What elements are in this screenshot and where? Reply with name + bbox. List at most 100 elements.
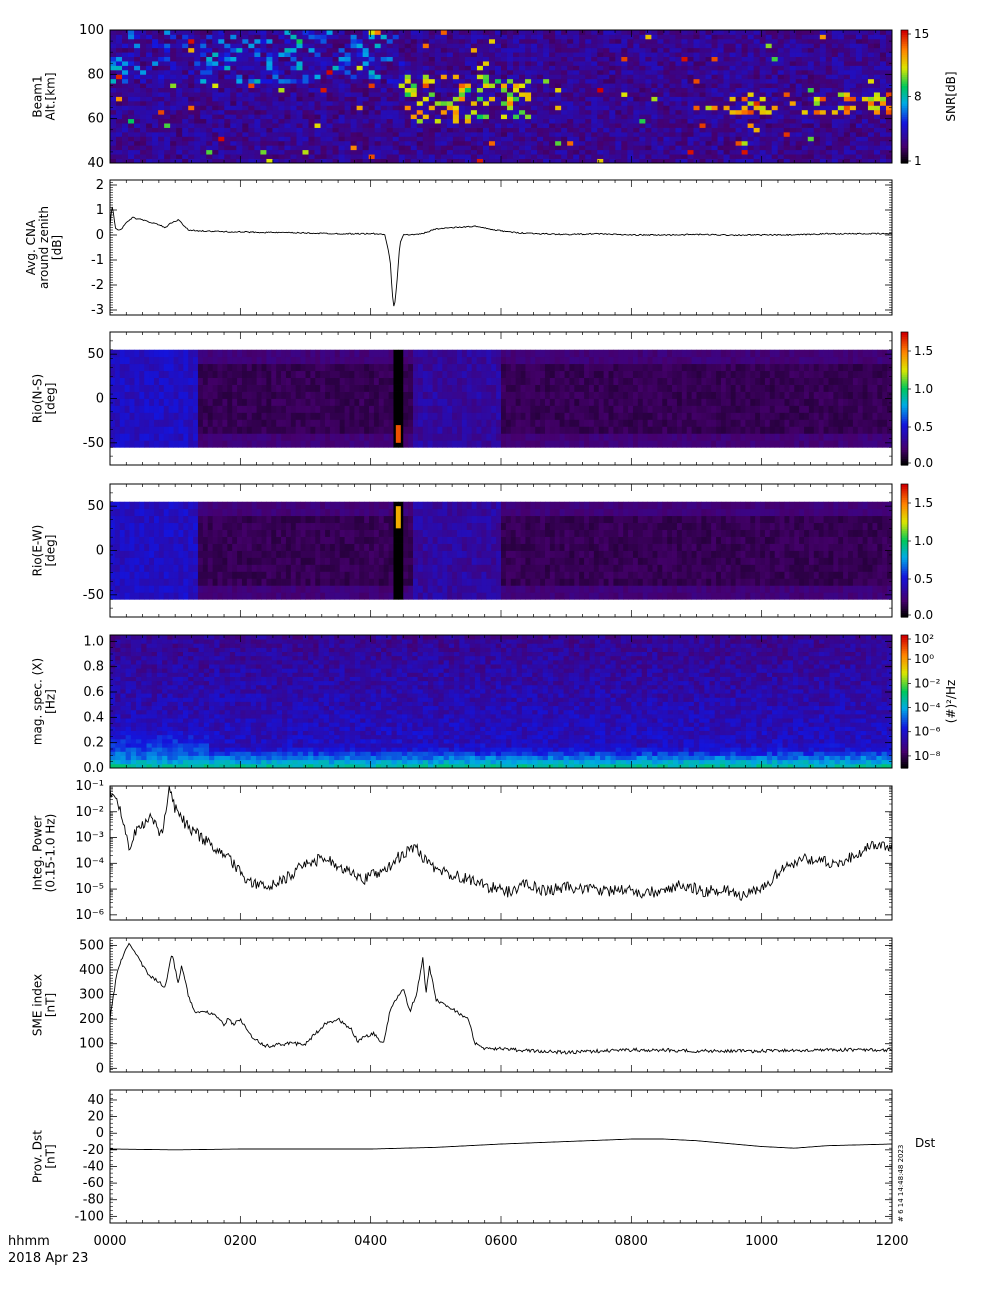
heatmap-cell (290, 78, 297, 84)
heatmap-cell (320, 87, 327, 93)
heatmap-cell (152, 92, 159, 97)
heatmap-cell (362, 38, 370, 44)
heatmap-cell (266, 384, 272, 392)
heatmap-cell (561, 118, 568, 124)
heatmap-cell (759, 114, 767, 120)
heatmap-cell (645, 96, 652, 102)
heatmap-cell (194, 105, 201, 111)
heatmap-cell (434, 61, 442, 66)
heatmap-cell (482, 87, 490, 93)
heatmap-cell (129, 363, 135, 372)
heatmap-cell (867, 87, 875, 93)
heatmap-cell (759, 69, 767, 75)
heatmap-cell (801, 61, 809, 66)
heatmap-cell (392, 78, 400, 84)
heatmap-cell (124, 440, 130, 448)
heatmap-cell (350, 69, 358, 75)
heatmap-cell (320, 118, 327, 124)
heatmap-cell (144, 440, 150, 448)
heatmap-cell (759, 158, 767, 164)
heatmap-cell (849, 43, 857, 49)
heatmap-cell (386, 52, 394, 57)
heatmap-cell (386, 145, 394, 151)
heatmap-cell (591, 38, 598, 44)
heatmap-cell (543, 69, 550, 75)
heatmap-cell (693, 65, 700, 71)
heatmap-cell (295, 433, 302, 441)
heatmap-cell (488, 158, 496, 164)
heatmap-cell (879, 74, 887, 80)
heatmap-cell (320, 96, 327, 102)
heatmap-cell (224, 109, 231, 115)
heatmap-cell (723, 43, 730, 49)
heatmap-cell (197, 426, 204, 434)
heatmap-cell (470, 118, 478, 124)
heatmap-cell (783, 78, 791, 84)
heatmap-cell (525, 56, 532, 62)
heatmap-cell (128, 56, 135, 62)
heatmap-cell (251, 356, 258, 365)
heatmap-cell (513, 74, 520, 80)
heatmap-cell (543, 96, 550, 102)
heatmap-cell (254, 114, 261, 120)
heatmap-cell (867, 145, 875, 151)
heatmap-cell (248, 136, 255, 142)
heatmap-cell (386, 69, 394, 75)
heatmap-cell (482, 123, 490, 128)
heatmap-cell (200, 38, 207, 44)
heatmap-cell (362, 145, 370, 151)
heatmap-cell (735, 123, 743, 128)
heatmap-cell (416, 123, 424, 128)
heatmap-cell (807, 74, 815, 80)
heatmap-cell (290, 56, 297, 62)
heatmap-cell (164, 61, 171, 66)
heatmap-cell (290, 398, 297, 406)
heatmap-cell (765, 38, 773, 44)
heatmap-cell (789, 74, 797, 80)
heatmap-cell (687, 52, 694, 57)
heatmap-cell (723, 145, 730, 151)
heatmap-cell (440, 158, 448, 164)
heatmap-cell (227, 384, 233, 392)
heatmap-cell (675, 30, 682, 35)
heatmap-cell (561, 154, 568, 159)
heatmap-cell (110, 65, 117, 71)
heatmap-cell (855, 100, 863, 106)
heatmap-cell (266, 61, 273, 66)
heatmap-cell (428, 83, 436, 89)
heatmap-cell (603, 56, 610, 62)
heatmap-cell (398, 105, 406, 111)
heatmap-cell (555, 56, 562, 62)
heatmap-cell (831, 127, 839, 133)
heatmap-cell (705, 154, 712, 159)
heatmap-cell (879, 154, 887, 159)
heatmap-cell (543, 127, 550, 133)
heatmap-cell (507, 127, 514, 133)
heatmap-cell (759, 61, 767, 66)
heatmap-cell (153, 405, 160, 413)
heatmap-cell (290, 109, 297, 115)
heatmap-cell (290, 30, 297, 35)
heatmap-cell (615, 109, 622, 115)
heatmap-cell (885, 47, 893, 53)
heatmap-cell (476, 127, 484, 133)
y-axis-label: Avg. CNA (24, 219, 38, 275)
heatmap-cell (134, 131, 141, 137)
heatmap-cell (591, 47, 598, 53)
heatmap-cell (873, 87, 881, 93)
heatmap-cell (531, 131, 538, 137)
heatmap-cell (687, 43, 694, 49)
heatmap-cell (519, 96, 526, 102)
heatmap-cell (153, 426, 160, 434)
heatmap-cell (645, 114, 652, 120)
heatmap-cell (867, 34, 875, 40)
heatmap-cell (338, 56, 345, 62)
heatmap-cell (843, 158, 851, 164)
heatmap-cell (254, 52, 261, 57)
heatmap-cell (329, 426, 336, 434)
heatmap-cell (227, 405, 233, 413)
heatmap-cell (440, 65, 448, 71)
heatmap-cell (789, 114, 797, 120)
heatmap-cell (717, 92, 724, 97)
colorbar-swatch (901, 114, 908, 118)
